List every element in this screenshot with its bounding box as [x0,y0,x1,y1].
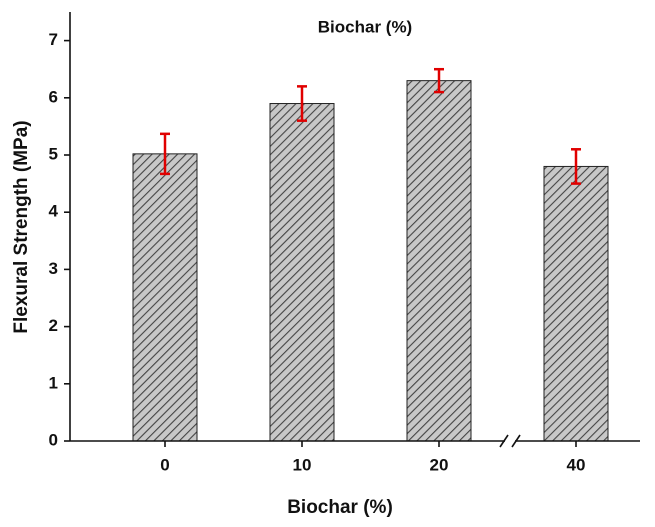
y-tick-label: 0 [49,430,58,449]
bar [269,103,335,442]
error-bar [297,85,307,122]
x-tick-label: 40 [567,455,586,474]
bar [132,153,198,442]
chart-title: Biochar (%) [318,17,412,36]
y-tick-label: 3 [49,259,58,278]
x-tick-label: 20 [430,455,449,474]
bar [406,80,472,442]
error-bar [160,132,170,176]
y-axis-label: Flexural Strength (MPa) [11,120,32,333]
y-tick-label: 1 [49,373,58,392]
axis-break-gap [505,437,515,445]
x-tick-label: 10 [293,455,312,474]
y-tick-label: 4 [49,202,59,221]
axis-break [511,434,521,448]
bar [543,165,609,442]
error-bar [434,67,444,94]
x-axis-label: Biochar (%) [287,497,393,518]
x-tick-label: 0 [160,455,169,474]
y-tick-label: 2 [49,316,58,335]
y-tick-label: 5 [49,144,58,163]
axis-break [499,434,509,448]
error-bar [571,148,581,185]
y-tick-label: 7 [49,30,58,49]
y-tick-label: 6 [49,87,58,106]
